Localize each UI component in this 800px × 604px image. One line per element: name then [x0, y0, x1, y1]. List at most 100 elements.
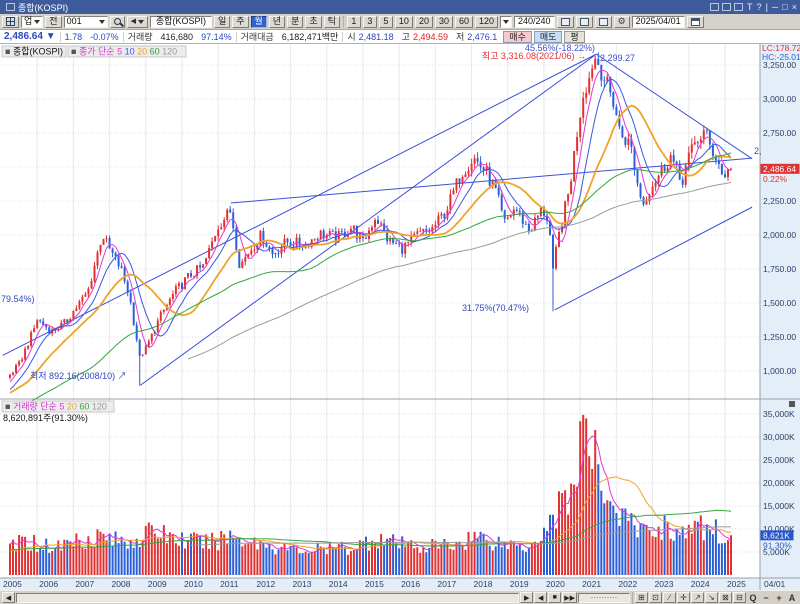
screenshot-tool-icon[interactable]: ⊞	[635, 592, 648, 603]
ma-line-20	[9, 104, 732, 394]
compare-tool-button[interactable]	[575, 15, 593, 28]
interval-3-button[interactable]: 3	[362, 15, 377, 28]
prev-symbol-button[interactable]: 전	[45, 15, 62, 28]
help-icon[interactable]: ?	[756, 2, 762, 12]
step-back-button[interactable]: ◀	[534, 592, 548, 603]
interval-5-button[interactable]: 5	[378, 15, 393, 28]
trendline-tool-icon[interactable]: ∕	[663, 592, 676, 603]
svg-text:2,486.64: 2,486.64	[763, 164, 796, 174]
info-divider	[59, 31, 61, 42]
legend-chip[interactable]	[1, 400, 115, 413]
arrow-up-tool-icon[interactable]: ↗	[691, 592, 704, 603]
plot-area[interactable]	[2, 52, 753, 575]
svg-text:2011: 2011	[220, 579, 239, 589]
svg-text:2,: 2,	[754, 146, 762, 156]
trendline[interactable]	[2, 53, 597, 356]
chart-canvas[interactable]: 2005 2006 2007 2008 2009 2010 2011 2012 2013 2014…	[0, 44, 800, 590]
save-chart-button[interactable]	[594, 15, 612, 28]
pin-icon[interactable]	[734, 3, 744, 11]
interval-20-button[interactable]: 20	[414, 15, 433, 28]
svg-text:2015: 2015	[365, 579, 384, 589]
chart-toolbar: 업 전 001 ◀ 종합(KOSPI) 일 주 월 년 분 초 틱 1 3 5 …	[0, 14, 800, 30]
eraser-tool-icon[interactable]: ⊠	[719, 592, 732, 603]
svg-text:2016: 2016	[401, 579, 420, 589]
code-combo[interactable]: 001	[63, 15, 108, 28]
sell-button[interactable]: 매도	[533, 30, 563, 43]
svg-text:2020: 2020	[546, 579, 565, 589]
trendline[interactable]	[140, 53, 597, 386]
period-week-button[interactable]: 주	[232, 15, 249, 28]
period-month-button[interactable]: 월	[250, 15, 267, 28]
cursor-tool-button[interactable]	[556, 15, 574, 28]
date-field[interactable]: 2025/04/01	[631, 15, 685, 28]
interval-10-button[interactable]: 10	[394, 15, 413, 28]
speed-slider[interactable]: ··········	[578, 592, 630, 603]
voice-button[interactable]: ◀	[126, 15, 148, 28]
bottom-scrollbar: ◀ ▶ ◀ ■ ▶▶ ·········· ⊞ ⊡ ∕ ✛ ↗ ↘ ⊠ ⊟ Q …	[0, 590, 800, 604]
svg-text:35,000K: 35,000K	[763, 409, 795, 419]
volume-label: 거래량	[127, 32, 153, 42]
copy-chart-tool-icon[interactable]: ⊡	[649, 592, 662, 603]
svg-text:최저 892.16(2008/10) ↗: 최저 892.16(2008/10) ↗	[30, 371, 127, 381]
interval-30-button[interactable]: 30	[434, 15, 453, 28]
period-year-button[interactable]: 년	[268, 15, 286, 28]
scrollbar-track[interactable]	[16, 592, 520, 603]
interval-120-button[interactable]: 120	[474, 15, 499, 28]
play-button[interactable]: ▶	[520, 592, 534, 603]
legend-chip[interactable]	[1, 45, 67, 58]
avg-button[interactable]: 평	[564, 30, 585, 43]
symbol-name-field[interactable]: 종합(KOSPI)	[149, 15, 212, 28]
collapse-volume-pane-button[interactable]	[789, 401, 795, 407]
calendar-button[interactable]	[686, 15, 704, 28]
interval-60-button[interactable]: 60	[454, 15, 473, 28]
chevron-down-icon	[503, 19, 510, 24]
search-button[interactable]	[109, 15, 125, 28]
svg-text:2009: 2009	[148, 579, 167, 589]
zoom-search-icon[interactable]: Q	[749, 592, 757, 603]
legend-chip[interactable]	[67, 45, 187, 58]
volume-ma-line-60	[9, 509, 732, 551]
fast-forward-button[interactable]: ▶▶	[562, 592, 577, 603]
auto-scale-icon[interactable]: A	[788, 592, 796, 603]
svg-text:2005: 2005	[3, 579, 22, 589]
zoom-in-icon[interactable]: +	[776, 592, 782, 603]
market-combo[interactable]: 업	[21, 15, 44, 28]
window-titlebar[interactable]: 종합(KOSPI) T ? | ─ □ ×	[0, 0, 800, 14]
period-minute-button[interactable]: 분	[287, 15, 304, 28]
svg-text:5,000K: 5,000K	[763, 547, 790, 557]
chart-type-button[interactable]	[2, 15, 19, 28]
close-button[interactable]: ×	[791, 2, 797, 12]
cursor-icon	[560, 17, 570, 26]
panel-tool-icon[interactable]: ⊟	[733, 592, 746, 603]
trendline[interactable]	[554, 206, 753, 311]
save-layout-icon[interactable]	[710, 3, 720, 11]
svg-text:2022: 2022	[618, 579, 637, 589]
chart-settings-button[interactable]: ⚙	[613, 15, 630, 28]
interval-custom-combo[interactable]	[500, 15, 513, 28]
svg-text:2014: 2014	[329, 579, 348, 589]
crosshair-tool-icon[interactable]: ✛	[677, 592, 690, 603]
scroll-left-button[interactable]: ◀	[2, 592, 15, 603]
info-divider	[122, 31, 124, 42]
period-tick-button[interactable]: 틱	[323, 15, 340, 28]
trendline[interactable]	[230, 157, 753, 204]
candle-count-field[interactable]: 240/240	[514, 15, 555, 28]
interval-1-button[interactable]: 1	[346, 15, 361, 28]
window-title: 종합(KOSPI)	[18, 2, 69, 13]
minimize-button[interactable]: ─	[771, 2, 779, 12]
zoom-out-icon[interactable]: −	[763, 592, 769, 603]
value-amount: 6,182,471백만	[281, 32, 339, 42]
period-day-button[interactable]: 일	[213, 15, 231, 28]
calendar-icon	[690, 17, 700, 26]
period-second-button[interactable]: 초	[305, 15, 322, 28]
stop-button[interactable]: ■	[548, 592, 562, 603]
high-value: 2,494.59	[412, 31, 448, 42]
copy-window-icon[interactable]	[722, 3, 732, 11]
arrow-down-tool-icon[interactable]: ↘	[705, 592, 718, 603]
restore-button[interactable]: □	[782, 2, 788, 12]
font-size-icon[interactable]: T	[747, 2, 753, 12]
buy-button[interactable]: 매수	[503, 30, 532, 43]
low-value: 2,476.1	[467, 31, 498, 42]
trendline[interactable]	[596, 53, 753, 160]
